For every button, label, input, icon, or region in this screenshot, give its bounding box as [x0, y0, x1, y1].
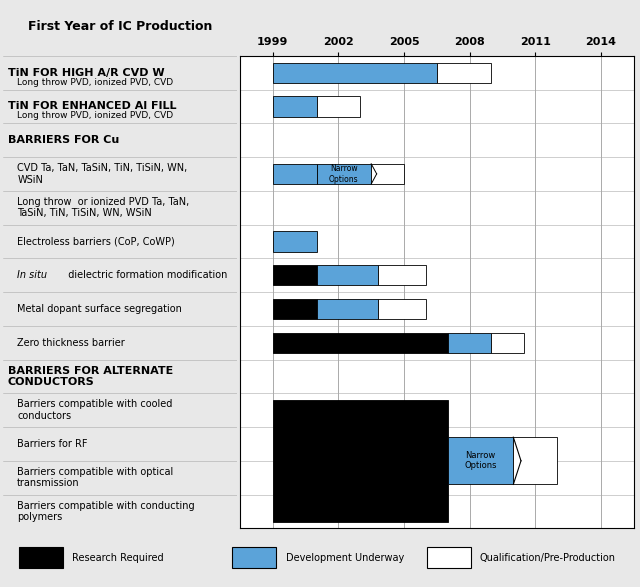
Text: TiN FOR HIGH A/R CVD W: TiN FOR HIGH A/R CVD W — [8, 68, 164, 77]
Bar — [19, 547, 63, 568]
Bar — [273, 400, 448, 521]
Text: BARRIERS FOR ALTERNATE
CONDUCTORS: BARRIERS FOR ALTERNATE CONDUCTORS — [8, 366, 173, 387]
Text: Qualification/Pre-Production: Qualification/Pre-Production — [480, 552, 616, 563]
Text: Long throw PVD, ionized PVD, CVD: Long throw PVD, ionized PVD, CVD — [17, 112, 173, 120]
Text: BARRIERS FOR Cu: BARRIERS FOR Cu — [8, 135, 119, 145]
Bar — [317, 164, 371, 184]
Text: Zero thickness barrier: Zero thickness barrier — [17, 338, 125, 348]
Bar — [427, 547, 470, 568]
Bar — [378, 265, 426, 285]
Text: Barriers compatible with cooled
conductors: Barriers compatible with cooled conducto… — [17, 399, 173, 421]
Text: Narrow
Options: Narrow Options — [464, 451, 497, 471]
Bar — [448, 332, 492, 353]
Bar — [273, 299, 317, 319]
Bar — [232, 547, 276, 568]
Bar — [317, 96, 360, 117]
Text: Development Underway: Development Underway — [285, 552, 404, 563]
Text: Barriers for RF: Barriers for RF — [17, 439, 88, 449]
Text: Narrow
Options: Narrow Options — [329, 164, 358, 184]
Text: Barriers compatible with optical
transmission: Barriers compatible with optical transmi… — [17, 467, 173, 488]
Text: In situ: In situ — [17, 270, 47, 280]
Text: First Year of IC Production: First Year of IC Production — [28, 20, 212, 33]
Text: TiN FOR ENHANCED Al FILL: TiN FOR ENHANCED Al FILL — [8, 102, 177, 112]
Bar — [317, 299, 378, 319]
Bar — [273, 332, 448, 353]
Bar — [513, 437, 557, 484]
Bar — [492, 332, 524, 353]
Text: Long throw  or ionized PVD Ta, TaN,
TaSiN, TiN, TiSiN, WN, WSiN: Long throw or ionized PVD Ta, TaN, TaSiN… — [17, 197, 189, 218]
Text: Electroless barriers (CoP, CoWP): Electroless barriers (CoP, CoWP) — [17, 237, 175, 247]
Text: Metal dopant surface segregation: Metal dopant surface segregation — [17, 304, 182, 314]
Text: Research Required: Research Required — [72, 552, 164, 563]
Bar — [273, 265, 317, 285]
Bar — [273, 231, 317, 252]
Text: Barriers compatible with conducting
polymers: Barriers compatible with conducting poly… — [17, 501, 195, 522]
Bar — [378, 299, 426, 319]
Text: CVD Ta, TaN, TaSiN, TiN, TiSiN, WN,
WSiN: CVD Ta, TaN, TaSiN, TiN, TiSiN, WN, WSiN — [17, 163, 188, 185]
Bar — [317, 265, 378, 285]
Bar — [437, 63, 492, 83]
Text: dielectric formation modification: dielectric formation modification — [61, 270, 227, 280]
Bar — [273, 63, 437, 83]
Bar — [273, 96, 317, 117]
Bar — [273, 164, 317, 184]
Text: Long throw PVD, ionized PVD, CVD: Long throw PVD, ionized PVD, CVD — [17, 77, 173, 87]
Bar — [448, 437, 513, 484]
Bar — [371, 164, 404, 184]
